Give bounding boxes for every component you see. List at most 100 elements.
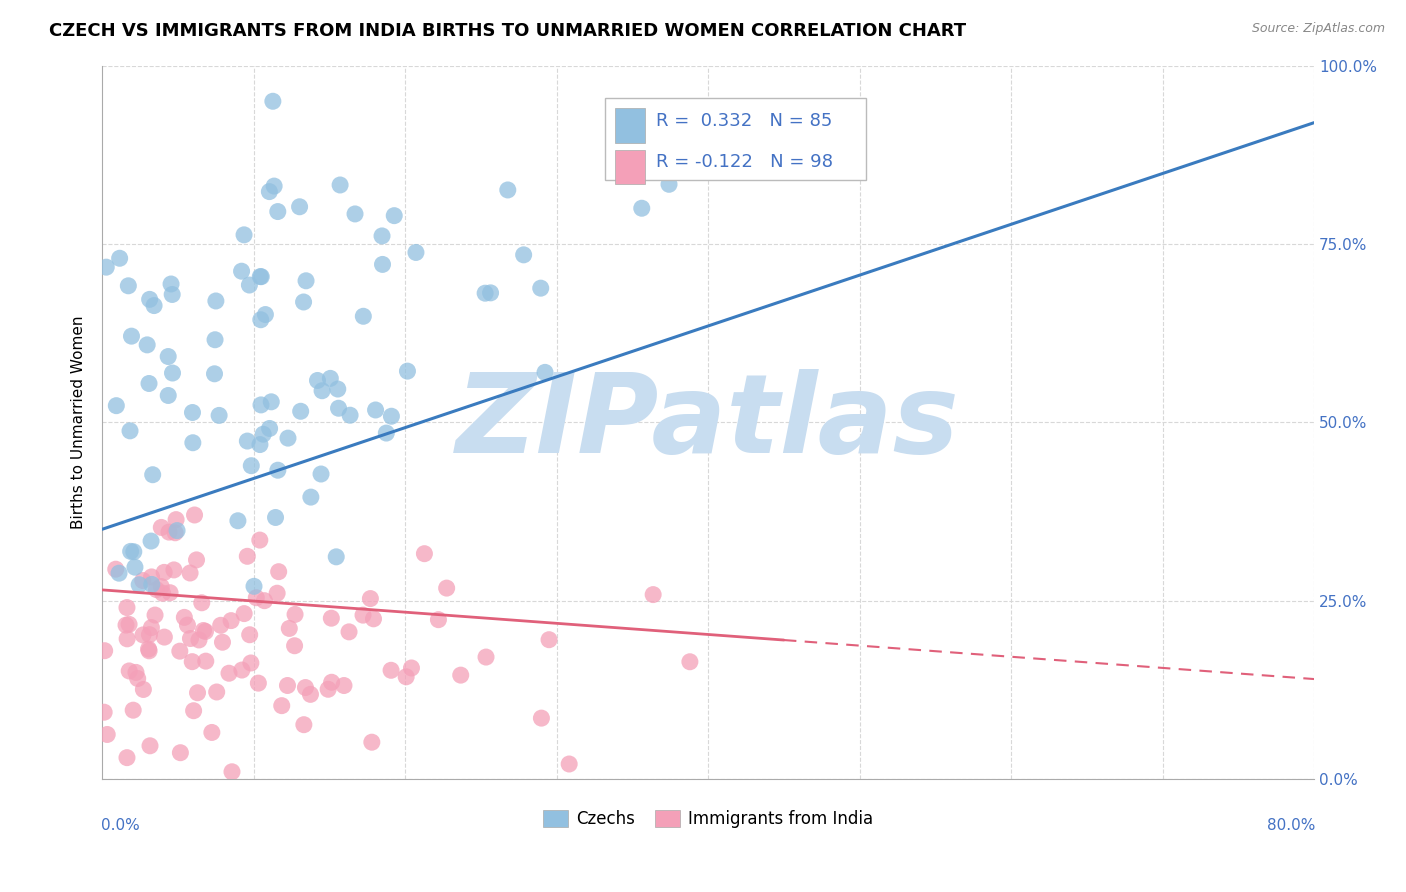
Point xyxy=(160,277,183,291)
Point xyxy=(413,547,436,561)
Point xyxy=(125,665,148,680)
Point xyxy=(141,577,163,591)
Point xyxy=(104,562,127,576)
Point xyxy=(316,682,339,697)
Point xyxy=(360,735,382,749)
Point xyxy=(115,618,138,632)
Point xyxy=(364,403,387,417)
Point xyxy=(264,510,287,524)
Point xyxy=(96,727,118,741)
Point xyxy=(153,566,176,580)
Point xyxy=(329,178,352,192)
Point xyxy=(143,608,166,623)
Point xyxy=(127,672,149,686)
Point xyxy=(136,338,159,352)
Point xyxy=(249,312,271,326)
Point xyxy=(218,666,240,681)
Point xyxy=(530,281,553,295)
Point xyxy=(186,686,208,700)
Point xyxy=(139,534,162,549)
Point xyxy=(352,608,374,623)
FancyBboxPatch shape xyxy=(605,98,866,179)
Legend: Czechs, Immigrants from India: Czechs, Immigrants from India xyxy=(536,804,880,835)
Point xyxy=(236,549,259,564)
Point xyxy=(252,427,274,442)
Point xyxy=(179,632,201,646)
Point xyxy=(115,750,138,764)
Point xyxy=(159,585,181,599)
Point xyxy=(115,600,138,615)
Point xyxy=(165,525,187,540)
Point xyxy=(245,591,267,605)
Point xyxy=(183,704,205,718)
Point xyxy=(263,179,285,194)
Point xyxy=(375,425,398,440)
Point xyxy=(284,639,307,653)
Point xyxy=(226,514,249,528)
Point xyxy=(132,628,155,642)
Point xyxy=(479,285,502,300)
Point xyxy=(118,617,141,632)
Point xyxy=(181,435,204,450)
Point xyxy=(277,431,299,445)
Point xyxy=(259,185,281,199)
Point xyxy=(93,643,115,657)
Point xyxy=(142,467,165,482)
Point xyxy=(236,434,259,448)
Point xyxy=(450,668,472,682)
Point xyxy=(288,200,311,214)
Point xyxy=(141,621,163,635)
Point xyxy=(363,612,385,626)
Point xyxy=(254,308,277,322)
Point xyxy=(157,388,180,402)
Point xyxy=(118,424,141,438)
Point xyxy=(339,408,361,422)
Point xyxy=(93,705,115,719)
Point xyxy=(166,524,188,538)
Point xyxy=(292,295,315,310)
Point xyxy=(292,717,315,731)
Point xyxy=(267,565,290,579)
Point xyxy=(157,525,180,540)
Text: 80.0%: 80.0% xyxy=(1267,818,1315,833)
Text: CZECH VS IMMIGRANTS FROM INDIA BIRTHS TO UNMARRIED WOMEN CORRELATION CHART: CZECH VS IMMIGRANTS FROM INDIA BIRTHS TO… xyxy=(49,22,966,40)
Point xyxy=(307,374,329,388)
Point xyxy=(270,698,292,713)
Point xyxy=(205,293,228,308)
Point xyxy=(194,654,217,668)
Point xyxy=(150,580,173,594)
Point xyxy=(382,209,405,223)
Point xyxy=(221,764,243,779)
Point xyxy=(267,204,290,219)
Point xyxy=(337,624,360,639)
Point xyxy=(108,566,131,581)
Point xyxy=(253,593,276,607)
Point xyxy=(333,679,356,693)
Point xyxy=(295,274,318,288)
Point xyxy=(138,644,160,658)
Point xyxy=(231,663,253,677)
Point xyxy=(96,260,118,275)
Point xyxy=(262,95,284,109)
Point xyxy=(630,201,652,215)
Point xyxy=(512,248,534,262)
Y-axis label: Births to Unmarried Women: Births to Unmarried Women xyxy=(72,316,86,529)
Point xyxy=(188,632,211,647)
Point xyxy=(326,382,349,396)
Bar xyxy=(614,109,645,143)
Point xyxy=(233,607,256,621)
Point xyxy=(173,610,195,624)
Point xyxy=(475,650,498,665)
Point xyxy=(321,611,343,625)
Point xyxy=(247,676,270,690)
Point xyxy=(534,365,557,379)
Point xyxy=(139,739,162,753)
Point xyxy=(138,642,160,657)
Point xyxy=(294,681,316,695)
Point xyxy=(328,401,350,416)
Point xyxy=(105,399,128,413)
Point xyxy=(290,404,312,418)
Point xyxy=(169,644,191,658)
Point xyxy=(266,586,288,600)
Point xyxy=(132,574,155,588)
